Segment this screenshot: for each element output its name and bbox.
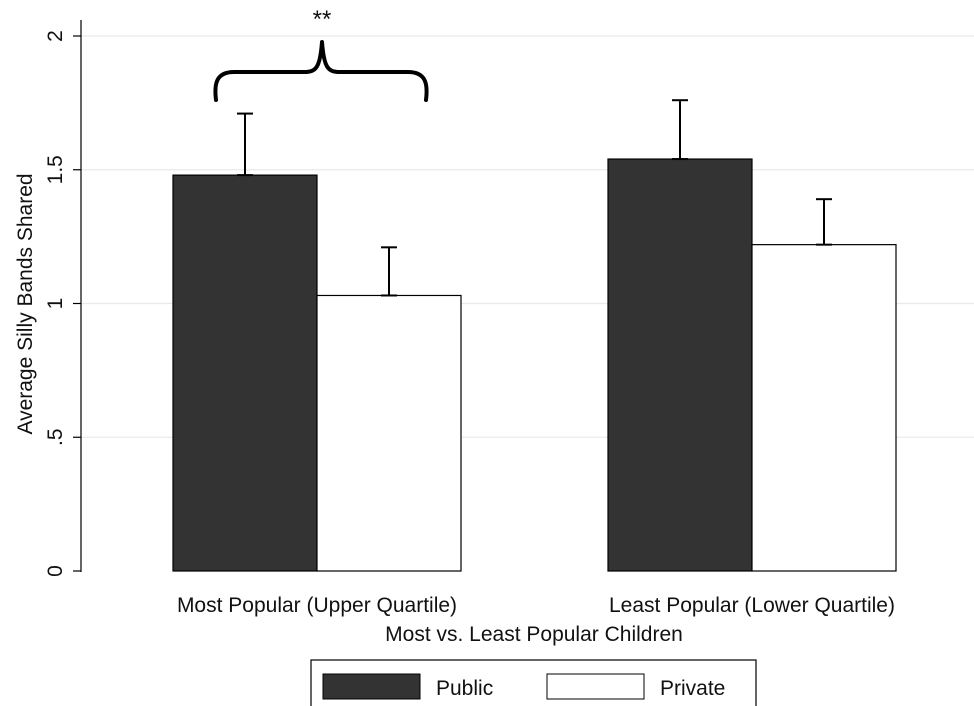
bars-layer <box>173 100 896 571</box>
significance-brace <box>215 42 426 100</box>
x-category-label: Most Popular (Upper Quartile) <box>177 594 457 617</box>
legend-label-private: Private <box>660 677 725 700</box>
legend-swatch-private <box>547 674 644 699</box>
y-tick-label: 1.5 <box>44 155 67 184</box>
legend-swatch-public <box>323 674 420 699</box>
bar-public-1 <box>608 159 752 571</box>
legend-label-public: Public <box>436 677 493 700</box>
annotation-layer: ** <box>215 6 426 100</box>
y-tick-label: 2 <box>44 30 67 42</box>
bar-public-0 <box>173 175 317 571</box>
bar-private-0 <box>317 295 461 571</box>
x-category-labels: Most Popular (Upper Quartile) Least Popul… <box>177 594 895 617</box>
y-axis-label: Average Silly Bands Shared <box>14 173 37 434</box>
y-tick-label: 0 <box>44 565 67 577</box>
x-axis-label: Most vs. Least Popular Children <box>385 623 683 646</box>
significance-label: ** <box>313 6 332 33</box>
x-category-label: Least Popular (Lower Quartile) <box>609 594 895 617</box>
legend: Public Private <box>311 660 756 706</box>
bar-private-1 <box>752 245 896 571</box>
y-tick-label: 1 <box>44 298 67 310</box>
y-tick-label: .5 <box>44 428 67 446</box>
y-axis: 0 .5 1 1.5 2 <box>44 20 81 577</box>
